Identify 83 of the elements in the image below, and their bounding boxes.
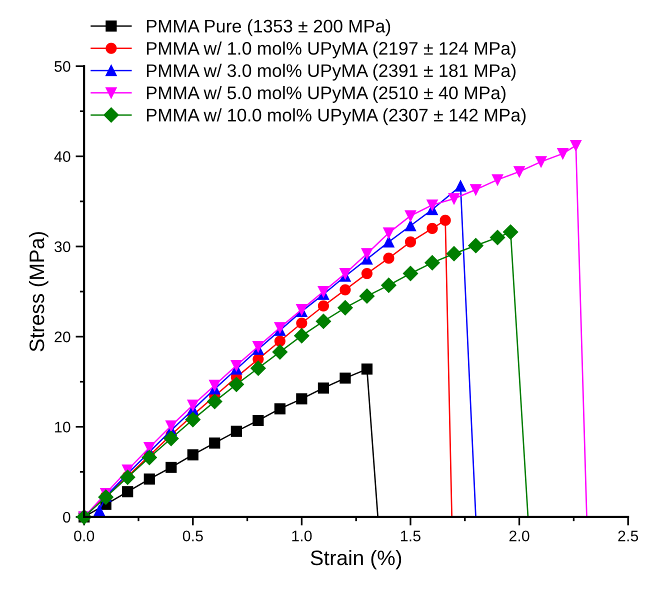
- point: [187, 400, 198, 411]
- legend-label: PMMA w/ 1.0 mol% UPyMA (2197 ± 124 MPa): [146, 42, 516, 58]
- point: [570, 140, 582, 152]
- point: [470, 184, 482, 196]
- x-axis-title: Strain (%): [310, 550, 402, 570]
- point: [340, 268, 351, 280]
- point: [98, 490, 114, 505]
- point: [294, 328, 310, 344]
- point: [383, 236, 394, 248]
- point: [383, 227, 394, 239]
- point: [440, 214, 451, 226]
- point: [404, 236, 416, 248]
- x-tick-label: 2.5: [618, 530, 638, 542]
- y-tick-label: 20: [54, 332, 70, 342]
- x-tick-label: 1.0: [292, 530, 312, 542]
- point: [361, 364, 373, 375]
- y-tick-label: 0: [63, 512, 70, 523]
- point: [230, 360, 242, 372]
- point: [207, 394, 222, 410]
- point: [296, 393, 308, 404]
- point: [164, 430, 179, 446]
- point: [252, 341, 264, 352]
- point: [316, 314, 332, 329]
- point: [230, 426, 242, 437]
- point: [122, 486, 134, 498]
- x-tick-label: 1.5: [401, 530, 420, 542]
- point: [209, 437, 220, 449]
- point: [228, 376, 244, 392]
- y-tick-label: 30: [54, 241, 70, 252]
- point: [404, 220, 416, 232]
- point: [209, 380, 220, 391]
- point: [296, 318, 308, 329]
- point: [274, 403, 286, 414]
- point: [514, 166, 525, 178]
- point: [340, 284, 351, 296]
- x-tick-label: 0.0: [74, 530, 94, 542]
- point: [490, 230, 506, 246]
- y-tick-label: 10: [55, 422, 70, 432]
- legend-label: PMMA w/ 3.0 mol% UPyMA (2391 ± 181 MPa): [146, 64, 516, 81]
- point: [492, 174, 504, 186]
- y-tick-label: 50: [54, 61, 70, 72]
- point: [272, 344, 288, 360]
- point: [359, 288, 375, 304]
- point: [120, 470, 136, 485]
- point: [446, 246, 462, 262]
- point: [448, 193, 460, 204]
- legend-label: PMMA Pure (1353 ± 200 MPa): [146, 19, 390, 36]
- point: [318, 300, 330, 312]
- point: [361, 268, 373, 280]
- point: [187, 449, 198, 460]
- point: [166, 420, 177, 432]
- y-tick-label: 40: [54, 151, 70, 162]
- x-tick-label: 0.5: [182, 530, 203, 542]
- point: [503, 224, 518, 240]
- point: [250, 360, 266, 376]
- point: [383, 252, 394, 264]
- y-axis-title: Stress (MPa): [28, 232, 48, 352]
- point: [142, 450, 157, 466]
- point: [318, 286, 330, 298]
- point: [535, 156, 547, 168]
- point: [166, 462, 177, 473]
- x-tick-label: 2.0: [509, 530, 530, 542]
- point: [557, 148, 568, 160]
- point: [381, 278, 396, 293]
- point: [424, 255, 440, 270]
- legend-label: PMMA w/ 10.0 mol% UPyMA (2307 ± 142 MPa): [146, 108, 526, 126]
- point: [426, 222, 438, 234]
- point: [185, 412, 200, 428]
- point: [94, 505, 105, 516]
- point: [144, 474, 155, 485]
- point: [274, 336, 286, 347]
- point: [468, 238, 484, 254]
- legend-label: PMMA w/ 5.0 mol% UPyMA (2510 ± 40 MPa): [146, 86, 506, 103]
- point: [402, 266, 418, 282]
- point: [252, 414, 264, 426]
- point: [338, 300, 353, 316]
- point: [361, 248, 373, 260]
- point: [318, 382, 330, 394]
- point: [274, 322, 286, 334]
- point: [340, 372, 351, 384]
- point: [404, 210, 416, 222]
- point: [426, 199, 438, 211]
- point: [454, 180, 466, 192]
